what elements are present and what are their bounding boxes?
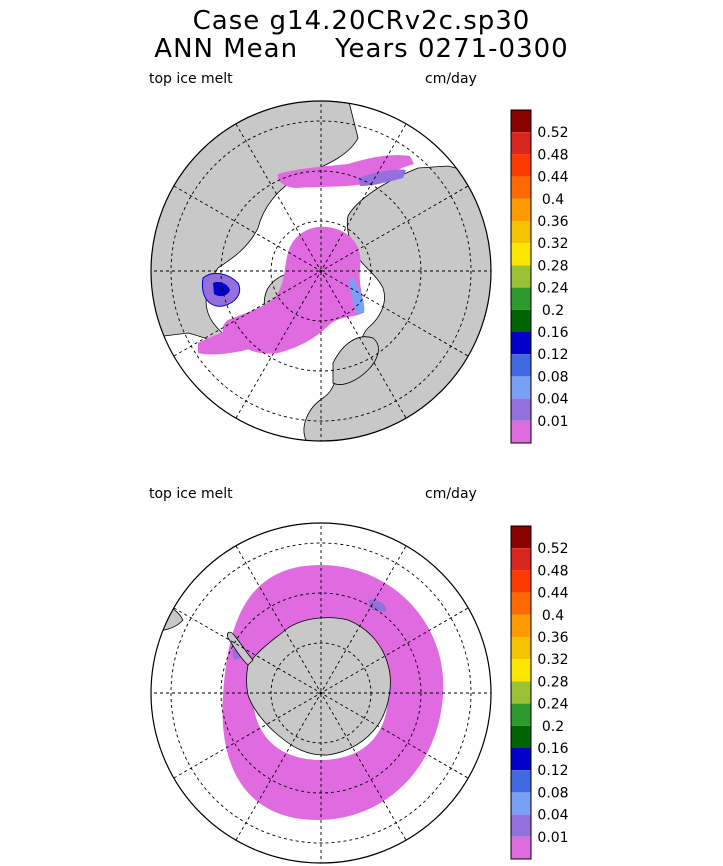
colorbar-north-label: 0.04 xyxy=(537,392,568,408)
colorbar-north-swatch xyxy=(511,110,531,133)
north-polar-map xyxy=(150,100,492,442)
colorbar-south-label: 0.12 xyxy=(537,763,568,779)
colorbar-south-swatch xyxy=(511,637,531,660)
colorbar-north-swatch xyxy=(511,354,531,377)
colorbar-north-swatch xyxy=(511,398,531,421)
colorbar-south-label: 0.36 xyxy=(537,630,568,646)
colorbar-south-label: 0.04 xyxy=(537,808,568,824)
north-map-border xyxy=(150,100,492,442)
colorbar-south-swatch xyxy=(511,570,531,593)
colorbar-north-swatch xyxy=(511,332,531,355)
north-graticule xyxy=(151,101,491,441)
colorbar-north-label: 0.52 xyxy=(537,125,568,141)
colorbar-north-swatch xyxy=(511,243,531,266)
colorbar-north-border xyxy=(510,109,532,444)
atlantic-ice-melt-tongue xyxy=(198,326,263,355)
colorbar-north-swatch xyxy=(511,132,531,155)
colorbar-north-swatch xyxy=(511,376,531,399)
title-line-2: ANN Mean Years 0271-0300 xyxy=(154,34,569,64)
colorbar-south-label: 0.28 xyxy=(537,674,568,690)
colorbar-south-label: 0.44 xyxy=(537,586,568,602)
colorbar-north-label: 0.01 xyxy=(537,414,568,430)
colorbar-south-swatch xyxy=(511,814,531,837)
scandinavia-landmass xyxy=(332,336,379,385)
south-polar-map xyxy=(150,522,492,864)
colorbar-north-swatch xyxy=(511,265,531,288)
southern-ice-melt-ring xyxy=(222,565,444,820)
antarctic-peninsula xyxy=(227,631,254,666)
colorbar-south-swatch xyxy=(511,681,531,704)
colorbar-south-swatch xyxy=(511,748,531,771)
colorbar-south-label: 0.32 xyxy=(537,652,568,668)
colorbar-north-swatch xyxy=(511,309,531,332)
colorbar-north-label: 0.2 xyxy=(542,303,564,319)
colorbar-south-swatch xyxy=(511,792,531,815)
barents-ice-melt-edge xyxy=(348,278,365,313)
colorbar-south-label: 0.01 xyxy=(537,830,568,846)
colorbar-north-label: 0.36 xyxy=(537,214,568,230)
title-line-1: Case g14.20CRv2c.sp30 xyxy=(192,6,531,36)
colorbar-south-label: 0.24 xyxy=(537,697,568,713)
pacific-ice-melt-blue xyxy=(358,169,406,186)
colorbar-south-swatch xyxy=(511,836,531,859)
arctic-ice-melt-region xyxy=(222,226,364,354)
colorbar-north-swatch xyxy=(511,154,531,177)
colorbar-south-swatch xyxy=(511,703,531,726)
colorbar-south-swatch xyxy=(511,725,531,748)
colorbar-north-label: 0.12 xyxy=(537,347,568,363)
colorbar-north-label: 0.44 xyxy=(537,170,568,186)
south-graticule xyxy=(151,523,491,863)
panel1-units-label: cm/day xyxy=(425,71,477,87)
panel1-variable-label: top ice melt xyxy=(149,71,233,87)
colorbar-south-swatch xyxy=(511,770,531,793)
colorbar-north-label: 0.4 xyxy=(542,192,564,208)
colorbar-south-label: 0.52 xyxy=(537,541,568,557)
colorbar-north-label: 0.32 xyxy=(537,236,568,252)
colorbar-north-label: 0.24 xyxy=(537,281,568,297)
colorbar-north-swatch xyxy=(511,176,531,199)
colorbar-south-swatch xyxy=(511,592,531,615)
antarctica-landmass xyxy=(246,617,391,756)
colorbar-south-swatch xyxy=(511,548,531,571)
colorbar-south-label: 0.4 xyxy=(542,608,564,624)
hudson-bay-core xyxy=(213,281,230,297)
colorbar-south-border xyxy=(510,525,532,860)
colorbar-south-swatch xyxy=(511,659,531,682)
colorbar-south-swatch xyxy=(511,614,531,637)
colorbar-north-swatch xyxy=(511,198,531,221)
colorbar-north-label: 0.28 xyxy=(537,258,568,274)
weddell-ice-melt-blue xyxy=(368,599,387,612)
panel2-variable-label: top ice melt xyxy=(149,486,233,502)
colorbar-north-label: 0.16 xyxy=(537,325,568,341)
colorbar-south-label: 0.48 xyxy=(537,563,568,579)
colorbar-north-swatch xyxy=(511,221,531,244)
colorbar-south-swatch xyxy=(511,526,531,549)
colorbar-south-label: 0.08 xyxy=(537,785,568,801)
colorbar-north-swatch xyxy=(511,287,531,310)
colorbar-south: 0.52 0.48 0.44 0.4 0.36 0.32 0.28 0.24 0.2 0.16 0.… xyxy=(510,525,569,860)
colorbar-north-label: 0.48 xyxy=(537,147,568,163)
colorbar-south-label: 0.16 xyxy=(537,741,568,757)
south-map-border xyxy=(150,522,492,864)
colorbar-north-label: 0.08 xyxy=(537,369,568,385)
colorbar-south-label: 0.2 xyxy=(542,719,564,735)
panel2-units-label: cm/day xyxy=(425,486,477,502)
colorbar-north: 0.52 0.48 0.44 0.4 0.36 0.32 0.28 0.24 0.2 0.16 0.… xyxy=(510,109,569,444)
pacific-ice-melt-band xyxy=(277,155,414,188)
colorbar-north-swatch xyxy=(511,420,531,443)
